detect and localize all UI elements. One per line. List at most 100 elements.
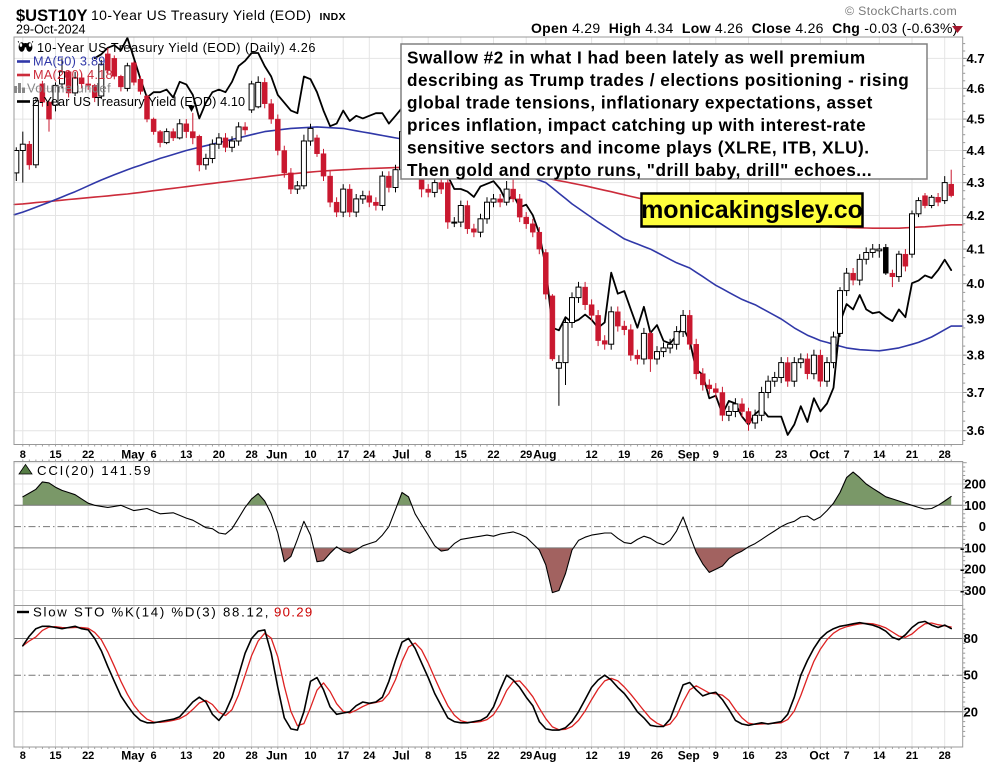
svg-text:26: 26 — [651, 750, 663, 762]
svg-text:4.0: 4.0 — [967, 276, 985, 291]
svg-text:Jul: Jul — [392, 749, 409, 763]
svg-text:21: 21 — [906, 750, 918, 762]
svg-text:20: 20 — [213, 449, 225, 461]
svg-text:10: 10 — [304, 750, 316, 762]
svg-text:15: 15 — [455, 750, 467, 762]
svg-text:sensitive sectors and income p: sensitive sectors and income plays (XLRE… — [407, 138, 870, 158]
svg-text:2-Year US Treasury Yield (EOD): 2-Year US Treasury Yield (EOD) 4.10 — [32, 95, 245, 109]
svg-text:3.8: 3.8 — [967, 348, 985, 363]
svg-text:29-Oct-2024: 29-Oct-2024 — [16, 23, 86, 37]
svg-text:prices inflation, impact catch: prices inflation, impact catching up wit… — [407, 115, 866, 135]
svg-text:80: 80 — [964, 631, 978, 646]
svg-text:-200: -200 — [960, 562, 986, 577]
svg-text:7: 7 — [844, 449, 850, 461]
svg-text:8: 8 — [425, 750, 431, 762]
svg-text:4.7: 4.7 — [967, 51, 985, 66]
svg-text:19: 19 — [618, 449, 630, 461]
svg-text:Aug: Aug — [533, 448, 556, 462]
svg-text:10-Year US Treasury Yield (EOD: 10-Year US Treasury Yield (EOD) — [91, 7, 311, 23]
svg-text:9: 9 — [713, 449, 719, 461]
svg-text:23: 23 — [775, 750, 787, 762]
svg-text:4.1: 4.1 — [967, 242, 985, 257]
svg-text:MA(200) 4.18: MA(200) 4.18 — [33, 68, 113, 82]
svg-text:20: 20 — [964, 704, 978, 719]
svg-text:describing as Trump trades / e: describing as Trump trades / elections p… — [407, 70, 909, 90]
svg-text:24: 24 — [363, 750, 376, 762]
svg-text:12: 12 — [585, 750, 597, 762]
svg-text:90.29: 90.29 — [274, 605, 314, 620]
svg-text:22: 22 — [82, 750, 94, 762]
svg-text:9: 9 — [713, 750, 719, 762]
svg-text:6: 6 — [151, 750, 157, 762]
svg-text:13: 13 — [180, 750, 192, 762]
svg-text:13: 13 — [180, 449, 192, 461]
svg-text:3.9: 3.9 — [967, 312, 985, 327]
svg-text:15: 15 — [455, 449, 467, 461]
svg-text:8: 8 — [425, 449, 431, 461]
svg-text:Swallow #2 in what I had been: Swallow #2 in what I had been lately as … — [407, 48, 866, 68]
svg-text:4.4: 4.4 — [967, 143, 986, 158]
svg-text:Jun: Jun — [266, 448, 287, 462]
svg-text:50: 50 — [964, 668, 978, 683]
svg-text:10-Year US Treasury Yield (EOD: 10-Year US Treasury Yield (EOD) (Daily) … — [37, 41, 316, 55]
svg-text:15: 15 — [49, 750, 61, 762]
svg-text:14: 14 — [873, 449, 886, 461]
svg-text:22: 22 — [82, 449, 94, 461]
svg-text:May: May — [121, 749, 145, 763]
svg-text:Open 4.29 High 4.34 Low 4.26: Open 4.29 High 4.34 Low 4.26 Close 4.26 … — [531, 20, 958, 36]
svg-text:Volume undef: Volume undef — [27, 82, 111, 96]
svg-text:May: May — [121, 448, 145, 462]
svg-text:3.6: 3.6 — [967, 423, 985, 438]
svg-text:22: 22 — [487, 750, 499, 762]
svg-text:28: 28 — [245, 750, 257, 762]
svg-text:-300: -300 — [960, 583, 986, 598]
svg-text:4.2: 4.2 — [967, 208, 985, 223]
svg-text:19: 19 — [618, 750, 630, 762]
svg-text:24: 24 — [363, 449, 376, 461]
svg-text:22: 22 — [487, 449, 499, 461]
svg-text:Then gold and crypto runs, "dr: Then gold and crypto runs, "drill baby, … — [407, 160, 872, 180]
svg-text:© StockCharts.com: © StockCharts.com — [845, 4, 957, 18]
svg-text:INDX: INDX — [320, 11, 346, 23]
svg-text:16: 16 — [742, 750, 754, 762]
svg-text:8: 8 — [20, 449, 26, 461]
svg-text:16: 16 — [742, 449, 754, 461]
svg-text:17: 17 — [337, 449, 349, 461]
svg-text:17: 17 — [337, 750, 349, 762]
svg-text:200: 200 — [964, 477, 986, 492]
svg-text:Slow STO %K(14) %D(3) 88.12,: Slow STO %K(14) %D(3) 88.12, — [33, 605, 270, 620]
svg-text:21: 21 — [906, 449, 918, 461]
svg-text:28: 28 — [939, 449, 951, 461]
svg-text:15: 15 — [49, 449, 61, 461]
svg-text:29: 29 — [520, 449, 532, 461]
svg-text:Sep: Sep — [678, 749, 700, 763]
svg-text:28: 28 — [245, 449, 257, 461]
svg-text:Jun: Jun — [266, 749, 287, 763]
svg-text:100: 100 — [964, 498, 986, 513]
svg-text:14: 14 — [873, 750, 886, 762]
svg-text:28: 28 — [939, 750, 951, 762]
svg-text:Oct: Oct — [809, 749, 829, 763]
svg-text:Oct: Oct — [809, 448, 829, 462]
svg-text:8: 8 — [20, 750, 26, 762]
svg-text:6: 6 — [151, 449, 157, 461]
svg-text:monicakingsley.co: monicakingsley.co — [641, 196, 863, 224]
svg-text:4.6: 4.6 — [967, 81, 985, 96]
svg-text:-100: -100 — [960, 540, 986, 555]
svg-text:4.5: 4.5 — [967, 112, 985, 127]
svg-text:20: 20 — [213, 750, 225, 762]
svg-text:CCI(20) 141.59: CCI(20) 141.59 — [37, 463, 152, 478]
svg-text:Aug: Aug — [533, 749, 556, 763]
svg-text:7: 7 — [844, 750, 850, 762]
svg-text:Jul: Jul — [392, 448, 409, 462]
svg-text:$UST10Y: $UST10Y — [16, 7, 88, 25]
svg-text:10: 10 — [304, 449, 316, 461]
svg-text:26: 26 — [651, 449, 663, 461]
svg-text:23: 23 — [775, 449, 787, 461]
svg-text:0: 0 — [979, 519, 986, 534]
svg-text:4.3: 4.3 — [967, 175, 985, 190]
svg-text:global trade tensions, inflati: global trade tensions, inflationary expe… — [407, 93, 873, 113]
svg-text:12: 12 — [585, 449, 597, 461]
svg-text:Sep: Sep — [678, 448, 700, 462]
svg-text:29: 29 — [520, 750, 532, 762]
